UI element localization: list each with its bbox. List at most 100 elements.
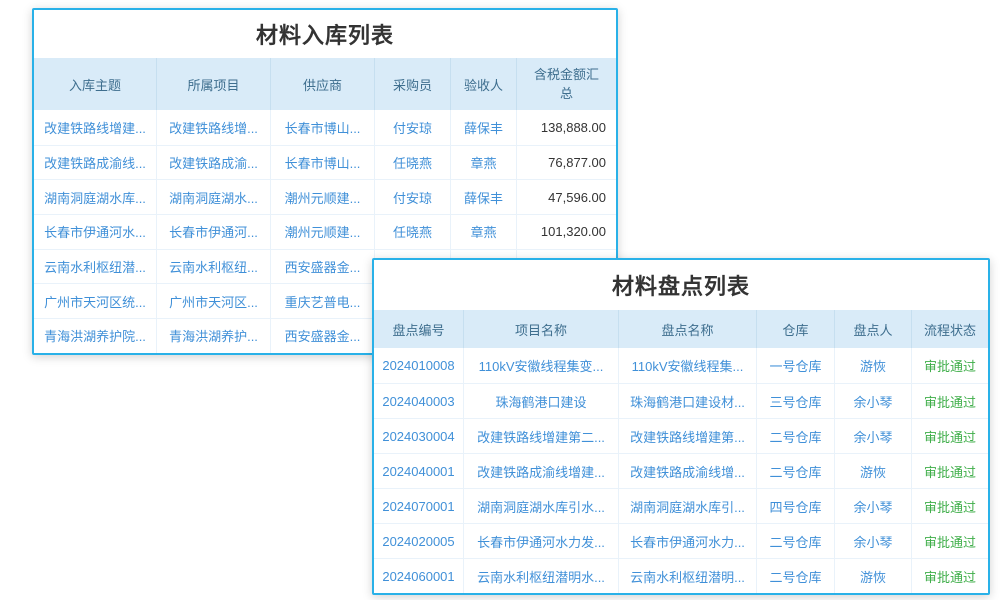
- column-header: 项目名称: [463, 310, 618, 348]
- table-cell: 138,888.00: [516, 110, 616, 145]
- table-cell: 审批通过: [911, 419, 988, 453]
- table-cell: 余小琴: [834, 524, 911, 558]
- table-row[interactable]: 2024070001 湖南洞庭湖水库引水... 湖南洞庭湖水库引... 四号仓库 余小琴…: [374, 488, 988, 523]
- material-inbound-list-panel: 材料入库列表 入库主题 所属项目 供应商 采购员 验收人 含税金额汇总 改建铁路线增建..…: [32, 8, 618, 355]
- table-cell: 游恢: [834, 559, 911, 593]
- inbound-table-header-row: 入库主题 所属项目 供应商 采购员 验收人 含税金额汇总: [34, 58, 616, 110]
- table-cell: 改建铁路线增建...: [44, 120, 146, 136]
- table-cell: 2024020005: [382, 533, 455, 549]
- table-row[interactable]: 长春市伊通河水... 长春市伊通河... 潮州元顺建... 任晓燕 章燕 101,320.…: [34, 214, 616, 249]
- table-row[interactable]: 2024060001 云南水利枢纽潜明水... 云南水利枢纽潜明... 二号仓库 游恢审…: [374, 558, 988, 593]
- table-cell: 湖南洞庭湖水库...: [44, 190, 146, 206]
- table-cell: 潮州元顺建...: [270, 215, 374, 249]
- table-cell: 改建铁路线增建第二...: [463, 419, 618, 453]
- table-cell: 长春市伊通河水力发...: [463, 524, 618, 558]
- table-cell: 2024040003: [382, 393, 455, 409]
- table-cell: 二号仓库: [756, 454, 834, 488]
- table-row[interactable]: 湖南洞庭湖水库... 湖南洞庭湖水... 潮州元顺建... 付安琼 薛保丰 47,596.…: [34, 179, 616, 215]
- table-row[interactable]: 2024040001 改建铁路成渝线增建... 改建铁路成渝线增... 二号仓库 游恢审…: [374, 453, 988, 488]
- table-cell: 审批通过: [911, 559, 988, 593]
- table-row[interactable]: 2024020005 长春市伊通河水力发... 长春市伊通河水力... 二号仓库 余小琴…: [374, 523, 988, 558]
- column-header: 采购员: [374, 58, 450, 110]
- table-cell: 游恢: [834, 454, 911, 488]
- table-cell: 付安琼: [374, 180, 450, 215]
- table-cell: 76,877.00: [516, 145, 616, 180]
- column-header: 含税金额汇总: [516, 58, 616, 110]
- table-cell: 改建铁路成渝线增...: [618, 454, 756, 488]
- column-header: 供应商: [270, 58, 374, 110]
- table-cell: 审批通过: [911, 489, 988, 523]
- table-cell: 任晓燕: [374, 145, 450, 180]
- table-row[interactable]: 2024030004 改建铁路线增建第二... 改建铁路线增建第... 二号仓库 余小琴…: [374, 418, 988, 453]
- table-cell: 余小琴: [834, 384, 911, 418]
- column-header: 仓库: [756, 310, 834, 348]
- table-cell: 47,596.00: [516, 180, 616, 215]
- table-cell: 长春市博山...: [270, 145, 374, 180]
- table-cell: 广州市天河区...: [156, 284, 270, 319]
- column-header: 验收人: [450, 58, 516, 110]
- table-cell: 审批通过: [911, 384, 988, 418]
- table-cell: 2024030004: [382, 428, 455, 444]
- table-cell: 云南水利枢纽潜明...: [618, 559, 756, 593]
- table-cell: 三号仓库: [756, 384, 834, 418]
- table-cell: 游恢: [834, 348, 911, 383]
- table-cell: 改建铁路线增建第...: [618, 419, 756, 453]
- stocktake-table-header-row: 盘点编号 项目名称 盘点名称 仓库 盘点人 流程状态: [374, 310, 988, 348]
- table-cell: 改建铁路成渝线增建...: [463, 454, 618, 488]
- table-cell: 云南水利枢纽潜...: [44, 260, 146, 276]
- table-cell: 改建铁路成渝线...: [44, 156, 146, 172]
- table-cell: 薛保丰: [450, 180, 516, 215]
- table-cell: 湖南洞庭湖水库引水...: [463, 489, 618, 523]
- table-cell: 青海洪湖养护院...: [44, 329, 146, 345]
- table-cell: 二号仓库: [756, 419, 834, 453]
- table-cell: 云南水利枢纽...: [156, 249, 270, 284]
- table-cell: 110kV安徽线程集...: [618, 348, 756, 383]
- stocktake-list-title: 材料盘点列表: [611, 274, 750, 299]
- table-cell: 101,320.00: [516, 215, 616, 249]
- table-row[interactable]: 改建铁路线增建... 改建铁路线增... 长春市博山... 付安琼 薛保丰 138,888…: [34, 110, 616, 145]
- table-row[interactable]: 改建铁路成渝线... 改建铁路成渝... 长春市博山... 任晓燕 章燕 76,877.0…: [34, 144, 616, 180]
- table-cell: 章燕: [450, 215, 516, 249]
- column-header: 所属项目: [156, 58, 270, 110]
- table-cell: 改建铁路成渝...: [156, 145, 270, 180]
- table-cell: 2024060001: [382, 568, 455, 584]
- stocktake-table-body: 2024010008 110kV安徽线程集变... 110kV安徽线程集... 一号仓…: [374, 348, 988, 593]
- inbound-table-body: 改建铁路线增建... 改建铁路线增... 长春市博山... 付安琼 薛保丰 138,888…: [34, 110, 616, 353]
- table-cell: 余小琴: [834, 419, 911, 453]
- table-cell: 广州市天河区统...: [44, 294, 146, 310]
- table-cell: 薛保丰: [450, 110, 516, 145]
- column-header: 流程状态: [911, 310, 988, 348]
- table-cell: 长春市博山...: [270, 110, 374, 145]
- table-cell: 任晓燕: [374, 215, 450, 249]
- table-cell: 湖南洞庭湖水库引...: [618, 489, 756, 523]
- table-cell: 珠海鹤港口建设材...: [618, 384, 756, 418]
- table-row[interactable]: 2024040003 珠海鹤港口建设 珠海鹤港口建设材... 三号仓库 余小琴 审批通过: [374, 383, 988, 418]
- table-cell: 云南水利枢纽潜明水...: [463, 559, 618, 593]
- table-cell: 西安盛器金...: [270, 249, 374, 284]
- table-cell: 长春市伊通河水...: [44, 225, 146, 241]
- table-cell: 付安琼: [374, 110, 450, 145]
- table-cell: 2024010008: [382, 358, 455, 373]
- table-cell: 二号仓库: [756, 559, 834, 593]
- table-cell: 审批通过: [911, 524, 988, 558]
- inbound-list-title: 材料入库列表: [255, 23, 394, 48]
- table-cell: 审批通过: [911, 348, 988, 383]
- table-cell: 余小琴: [834, 489, 911, 523]
- table-row[interactable]: 2024010008 110kV安徽线程集变... 110kV安徽线程集... 一号仓…: [374, 348, 988, 383]
- table-cell: 长春市伊通河水力...: [618, 524, 756, 558]
- table-cell: 潮州元顺建...: [270, 180, 374, 215]
- column-header: 盘点名称: [618, 310, 756, 348]
- material-stocktake-list-panel: 材料盘点列表 盘点编号 项目名称 盘点名称 仓库 盘点人 流程状态 2024010008 1…: [372, 258, 990, 595]
- table-cell: 湖南洞庭湖水...: [156, 180, 270, 215]
- table-cell: 审批通过: [911, 454, 988, 488]
- column-header: 入库主题: [68, 77, 121, 93]
- table-cell: 一号仓库: [756, 348, 834, 383]
- table-cell: 章燕: [450, 145, 516, 180]
- table-cell: 青海洪湖养护...: [156, 319, 270, 353]
- column-header: 盘点编号: [392, 322, 445, 338]
- table-cell: 改建铁路线增...: [156, 110, 270, 145]
- table-cell: 2024070001: [382, 498, 455, 514]
- table-cell: 长春市伊通河...: [156, 215, 270, 249]
- table-cell: 2024040001: [382, 463, 455, 479]
- table-cell: 二号仓库: [756, 524, 834, 558]
